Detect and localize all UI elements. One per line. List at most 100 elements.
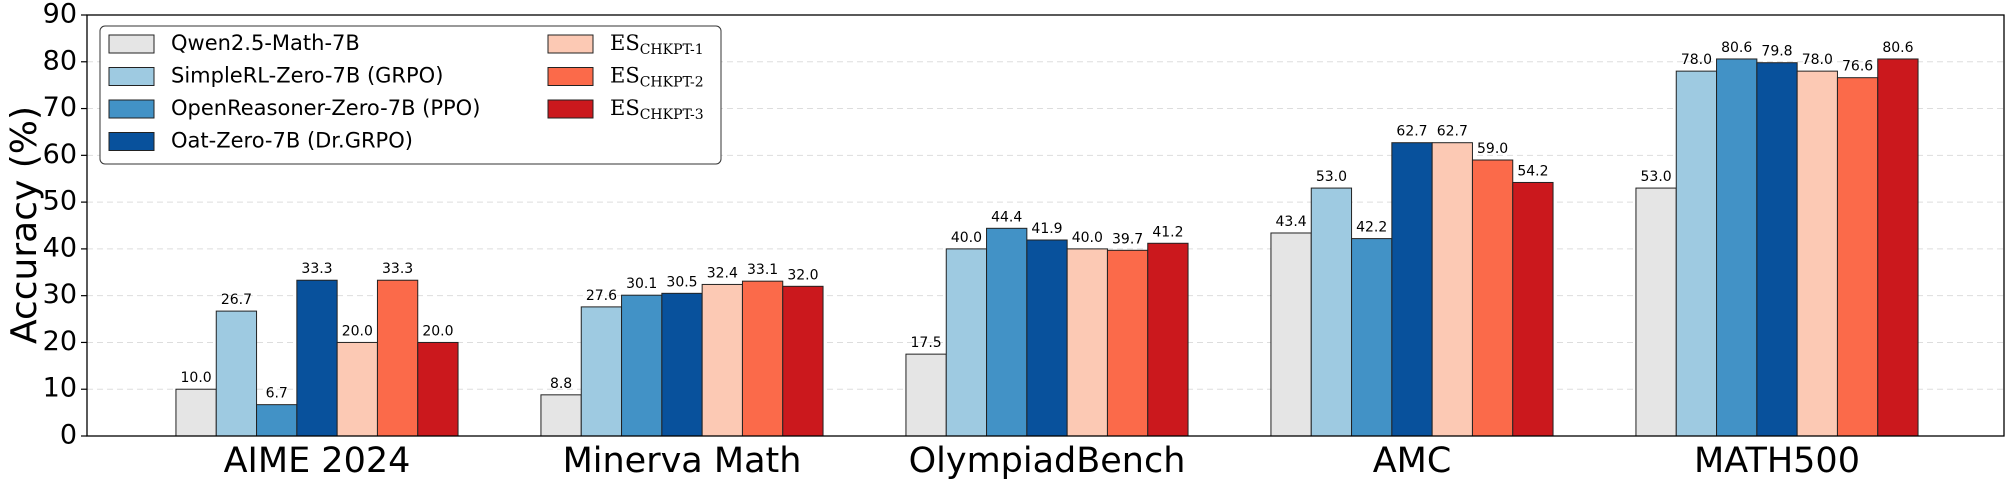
- legend-swatch: [547, 34, 594, 54]
- value-label: 20.0: [422, 323, 453, 339]
- bar: [1431, 142, 1473, 437]
- bar: [215, 310, 258, 437]
- legend-label-main: ES: [610, 31, 640, 55]
- x-tick-label: AIME 2024: [224, 441, 411, 481]
- bar: [1716, 58, 1758, 437]
- bar: [741, 280, 784, 437]
- bar: [621, 294, 663, 437]
- bar: [1836, 77, 1879, 437]
- x-tick-label: MATH500: [1694, 441, 1860, 481]
- legend-swatch: [108, 67, 155, 86]
- legend-swatch: [547, 99, 594, 119]
- legend-box: [99, 25, 722, 165]
- value-label: 10.0: [181, 370, 212, 386]
- value-label: 33.1: [747, 262, 778, 278]
- value-label: 44.4: [991, 209, 1022, 225]
- value-label: 30.5: [666, 274, 697, 290]
- y-tick-label: 50: [43, 186, 77, 217]
- bar: [1106, 249, 1149, 437]
- value-label: 39.7: [1112, 231, 1143, 247]
- legend-label-sub: CHKPT-1: [640, 42, 704, 58]
- y-tick-label: 60: [43, 139, 77, 170]
- bar: [1270, 232, 1312, 437]
- value-label: 54.2: [1517, 163, 1548, 179]
- value-label: 6.7: [266, 386, 288, 402]
- value-label: 80.6: [1721, 40, 1752, 56]
- x-tick-label: OlympiadBench: [909, 441, 1186, 481]
- legend-label: Oat-Zero-7B (Dr.GRPO): [171, 129, 413, 153]
- value-label: 42.2: [1356, 220, 1387, 236]
- legend-swatch: [108, 99, 155, 119]
- value-label: 80.6: [1882, 40, 1913, 56]
- value-label: 59.0: [1477, 141, 1508, 157]
- value-label: 32.4: [707, 265, 738, 281]
- y-tick-label: 10: [43, 373, 77, 404]
- legend-label: Qwen2.5-Math-7B: [171, 31, 360, 55]
- legend-label-sub: CHKPT-2: [640, 75, 704, 91]
- y-tick-label: 40: [43, 232, 77, 263]
- value-label: 32.0: [787, 267, 818, 283]
- bar: [1310, 187, 1353, 437]
- bar: [1675, 70, 1718, 437]
- plot-frame: [86, 14, 2005, 437]
- y-tick-label: 20: [43, 326, 77, 357]
- legend-label-sub: CHKPT-3: [640, 107, 704, 123]
- x-tick-label: AMC: [1373, 441, 1452, 481]
- bar: [905, 353, 947, 437]
- bar: [782, 285, 824, 437]
- legend-swatch: [108, 34, 155, 54]
- value-label: 20.0: [342, 323, 373, 339]
- value-label: 17.5: [911, 335, 942, 351]
- value-label: 33.3: [301, 261, 332, 277]
- value-label: 27.6: [586, 288, 617, 304]
- bar: [580, 306, 623, 437]
- legend-label: ESCHKPT-2: [610, 63, 704, 91]
- y-tick-label: 0: [60, 420, 77, 451]
- value-label: 76.6: [1842, 59, 1873, 75]
- y-tick-label: 80: [43, 45, 77, 76]
- legend-label-main: ES: [610, 96, 640, 120]
- value-label: 53.0: [1316, 169, 1347, 185]
- bar: [1796, 70, 1838, 437]
- bar: [661, 292, 703, 437]
- value-label: 78.0: [1802, 52, 1833, 68]
- y-tick-label: 90: [43, 0, 77, 30]
- legend-label: OpenReasoner-Zero-7B (PPO): [171, 96, 480, 120]
- value-label: 43.4: [1276, 214, 1307, 230]
- bar: [1351, 238, 1393, 437]
- value-label: 41.2: [1152, 224, 1183, 240]
- legend-label: SimpleRL-Zero-7B (GRPO): [171, 64, 443, 88]
- bar: [945, 248, 988, 437]
- bar: [1026, 239, 1068, 437]
- bar: [701, 283, 743, 437]
- value-label: 40.0: [1072, 230, 1103, 246]
- bar: [1066, 248, 1108, 437]
- value-label: 41.9: [1031, 221, 1062, 237]
- bar: [1756, 62, 1798, 437]
- bar: [417, 341, 459, 437]
- bar: [336, 341, 378, 437]
- legend-label: ESCHKPT-3: [610, 96, 704, 124]
- bar: [256, 404, 298, 437]
- legend-label: ESCHKPT-1: [610, 31, 704, 59]
- bar: [1391, 142, 1433, 437]
- bar: [1877, 58, 1919, 437]
- value-label: 78.0: [1681, 52, 1712, 68]
- value-label: 8.8: [550, 376, 572, 392]
- bar: [296, 279, 338, 437]
- value-label: 62.7: [1437, 124, 1468, 140]
- y-tick-label: 70: [43, 92, 77, 123]
- legend-swatch: [108, 132, 155, 151]
- value-label: 26.7: [221, 292, 252, 308]
- value-label: 40.0: [951, 230, 982, 246]
- legend-swatch: [547, 67, 594, 86]
- value-label: 53.0: [1641, 169, 1672, 185]
- x-tick-label: Minerva Math: [563, 441, 802, 481]
- y-tick-label: 30: [43, 279, 77, 310]
- bar: [540, 394, 582, 437]
- value-label: 33.3: [382, 261, 413, 277]
- y-axis-label: Accuracy (%): [4, 106, 45, 344]
- bar: [1471, 159, 1514, 437]
